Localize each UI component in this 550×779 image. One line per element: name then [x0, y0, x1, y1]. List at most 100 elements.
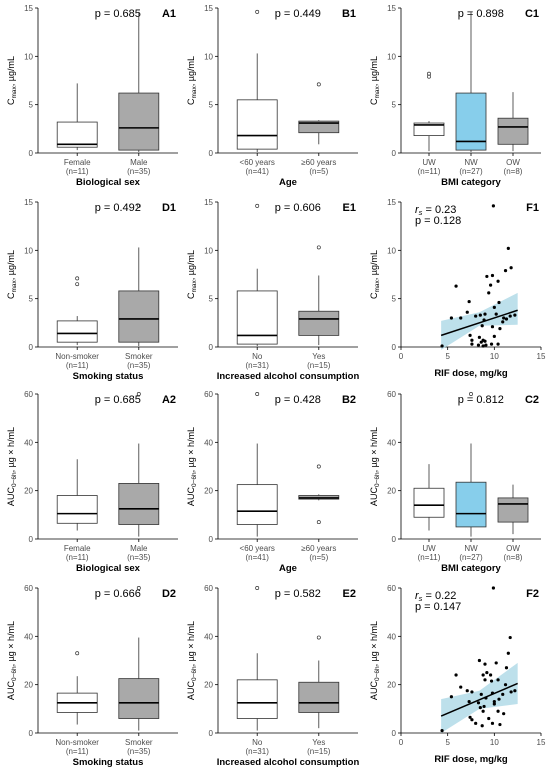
outlier-point: [255, 586, 260, 590]
panel-id-label: F2: [526, 588, 539, 600]
y-tick-label: 10: [204, 246, 213, 255]
y-axis-label: Cmax, µg/mL: [369, 56, 381, 105]
group-label: Yes: [312, 738, 325, 747]
group-label: UW: [422, 158, 436, 167]
panel-id-label: E2: [343, 588, 356, 600]
x-tick-label: 10: [490, 738, 499, 747]
y-tick-label: 40: [204, 438, 213, 447]
box: [118, 483, 160, 525]
data-point: [492, 699, 496, 704]
y-tick-label: 0: [392, 149, 397, 158]
outlier-point: [316, 635, 321, 640]
data-point: [490, 325, 495, 329]
group-label: Female: [64, 544, 91, 553]
data-point: [483, 678, 487, 682]
x-axis-title: Smoking status: [73, 757, 144, 768]
y-label-sub: 0−6h: [374, 472, 381, 487]
group-n-label: (n=11): [418, 167, 441, 176]
y-tick-label: 0: [209, 343, 214, 352]
box: [118, 678, 160, 719]
panel-id-label: B1: [342, 8, 356, 20]
spearman-p-label: p = 0.128: [415, 215, 461, 227]
data-point: [476, 701, 481, 705]
outlier-point: [75, 276, 80, 281]
y-label-unit: , µg/mL: [369, 250, 379, 280]
y-label-unit: , µg × h/mL: [369, 621, 379, 666]
y-tick-label: 60: [204, 390, 213, 399]
confidence-ribbon: [441, 292, 518, 350]
y-tick-label: 0: [392, 535, 397, 544]
x-axis-title: Biological sex: [76, 177, 141, 188]
group-label: Smoker: [125, 738, 153, 747]
data-point: [508, 314, 512, 318]
spearman-r-label: rs = 0.22: [415, 590, 456, 603]
y-label-main: AUC: [6, 681, 16, 701]
panel-id-label: B2: [342, 394, 356, 406]
y-label-unit: , µg × h/mL: [369, 427, 379, 472]
y-label-sub: max: [374, 85, 381, 98]
data-point: [477, 658, 481, 663]
y-label-sub: 0−6h: [374, 666, 381, 681]
panel-id-label: A1: [162, 8, 176, 20]
y-tick-label: 60: [24, 390, 33, 399]
group-label: Non-smoker: [55, 352, 99, 361]
data-point: [440, 344, 444, 348]
box-group-0: Non-smoker(n=11): [55, 276, 99, 370]
data-point: [484, 343, 488, 347]
data-point: [506, 651, 510, 655]
data-point: [470, 338, 474, 342]
y-tick-label: 5: [209, 101, 214, 110]
x-tick-label: 15: [537, 352, 546, 361]
y-tick-label: 10: [387, 246, 396, 255]
group-label: <60 years: [240, 544, 275, 553]
x-axis-title: Smoking status: [73, 371, 144, 382]
data-point: [454, 284, 458, 288]
group-label: Yes: [312, 352, 325, 361]
y-label-main: AUC: [369, 681, 379, 701]
data-point: [503, 683, 508, 687]
box-group-0: No(n=31): [236, 586, 278, 756]
y-label-unit: , µg/mL: [186, 56, 196, 86]
group-n-label: (n=35): [127, 747, 151, 756]
group-n-label: (n=27): [459, 553, 483, 562]
group-label: <60 years: [240, 158, 275, 167]
data-point: [468, 333, 472, 337]
box: [298, 681, 340, 713]
y-axis-label: Cmax, µg/mL: [186, 250, 198, 299]
group-n-label: (n=27): [459, 167, 483, 176]
y-axis-label: Cmax, µg/mL: [6, 250, 18, 299]
y-label-sub: 0−6h: [11, 472, 18, 487]
y-tick-label: 40: [387, 438, 396, 447]
data-point: [513, 689, 517, 693]
box: [455, 481, 487, 528]
group-n-label: (n=41): [246, 553, 270, 562]
box-group-0: Non-smoker(n=11): [55, 651, 99, 756]
y-tick-label: 40: [204, 632, 213, 641]
outlier-point: [75, 282, 80, 287]
group-label: Male: [130, 544, 148, 553]
group-n-label: (n=35): [127, 167, 151, 176]
y-label-main: C: [6, 292, 16, 299]
y-label-unit: , µg × h/mL: [186, 427, 196, 472]
data-point: [497, 300, 501, 305]
data-point: [506, 246, 510, 250]
y-tick-label: 10: [387, 52, 396, 61]
box: [236, 99, 278, 150]
group-n-label: (n=11): [418, 553, 441, 562]
box-group-1: Male(n=35): [118, 11, 160, 176]
box: [56, 320, 98, 343]
box-group-1: NW(n=27): [455, 11, 487, 176]
y-label-main: AUC: [369, 487, 379, 507]
y-tick-label: 60: [24, 584, 33, 593]
y-axis-label: AUC0−6h, µg × h/mL: [186, 427, 198, 506]
data-point: [468, 715, 472, 719]
y-label-sub: max: [11, 279, 18, 292]
p-value-label: p = 0.492: [95, 202, 141, 214]
box-group-1: ≥60 years(n=5): [298, 464, 340, 562]
y-tick-label: 20: [387, 681, 396, 690]
box: [298, 120, 340, 134]
group-n-label: (n=15): [307, 361, 331, 370]
